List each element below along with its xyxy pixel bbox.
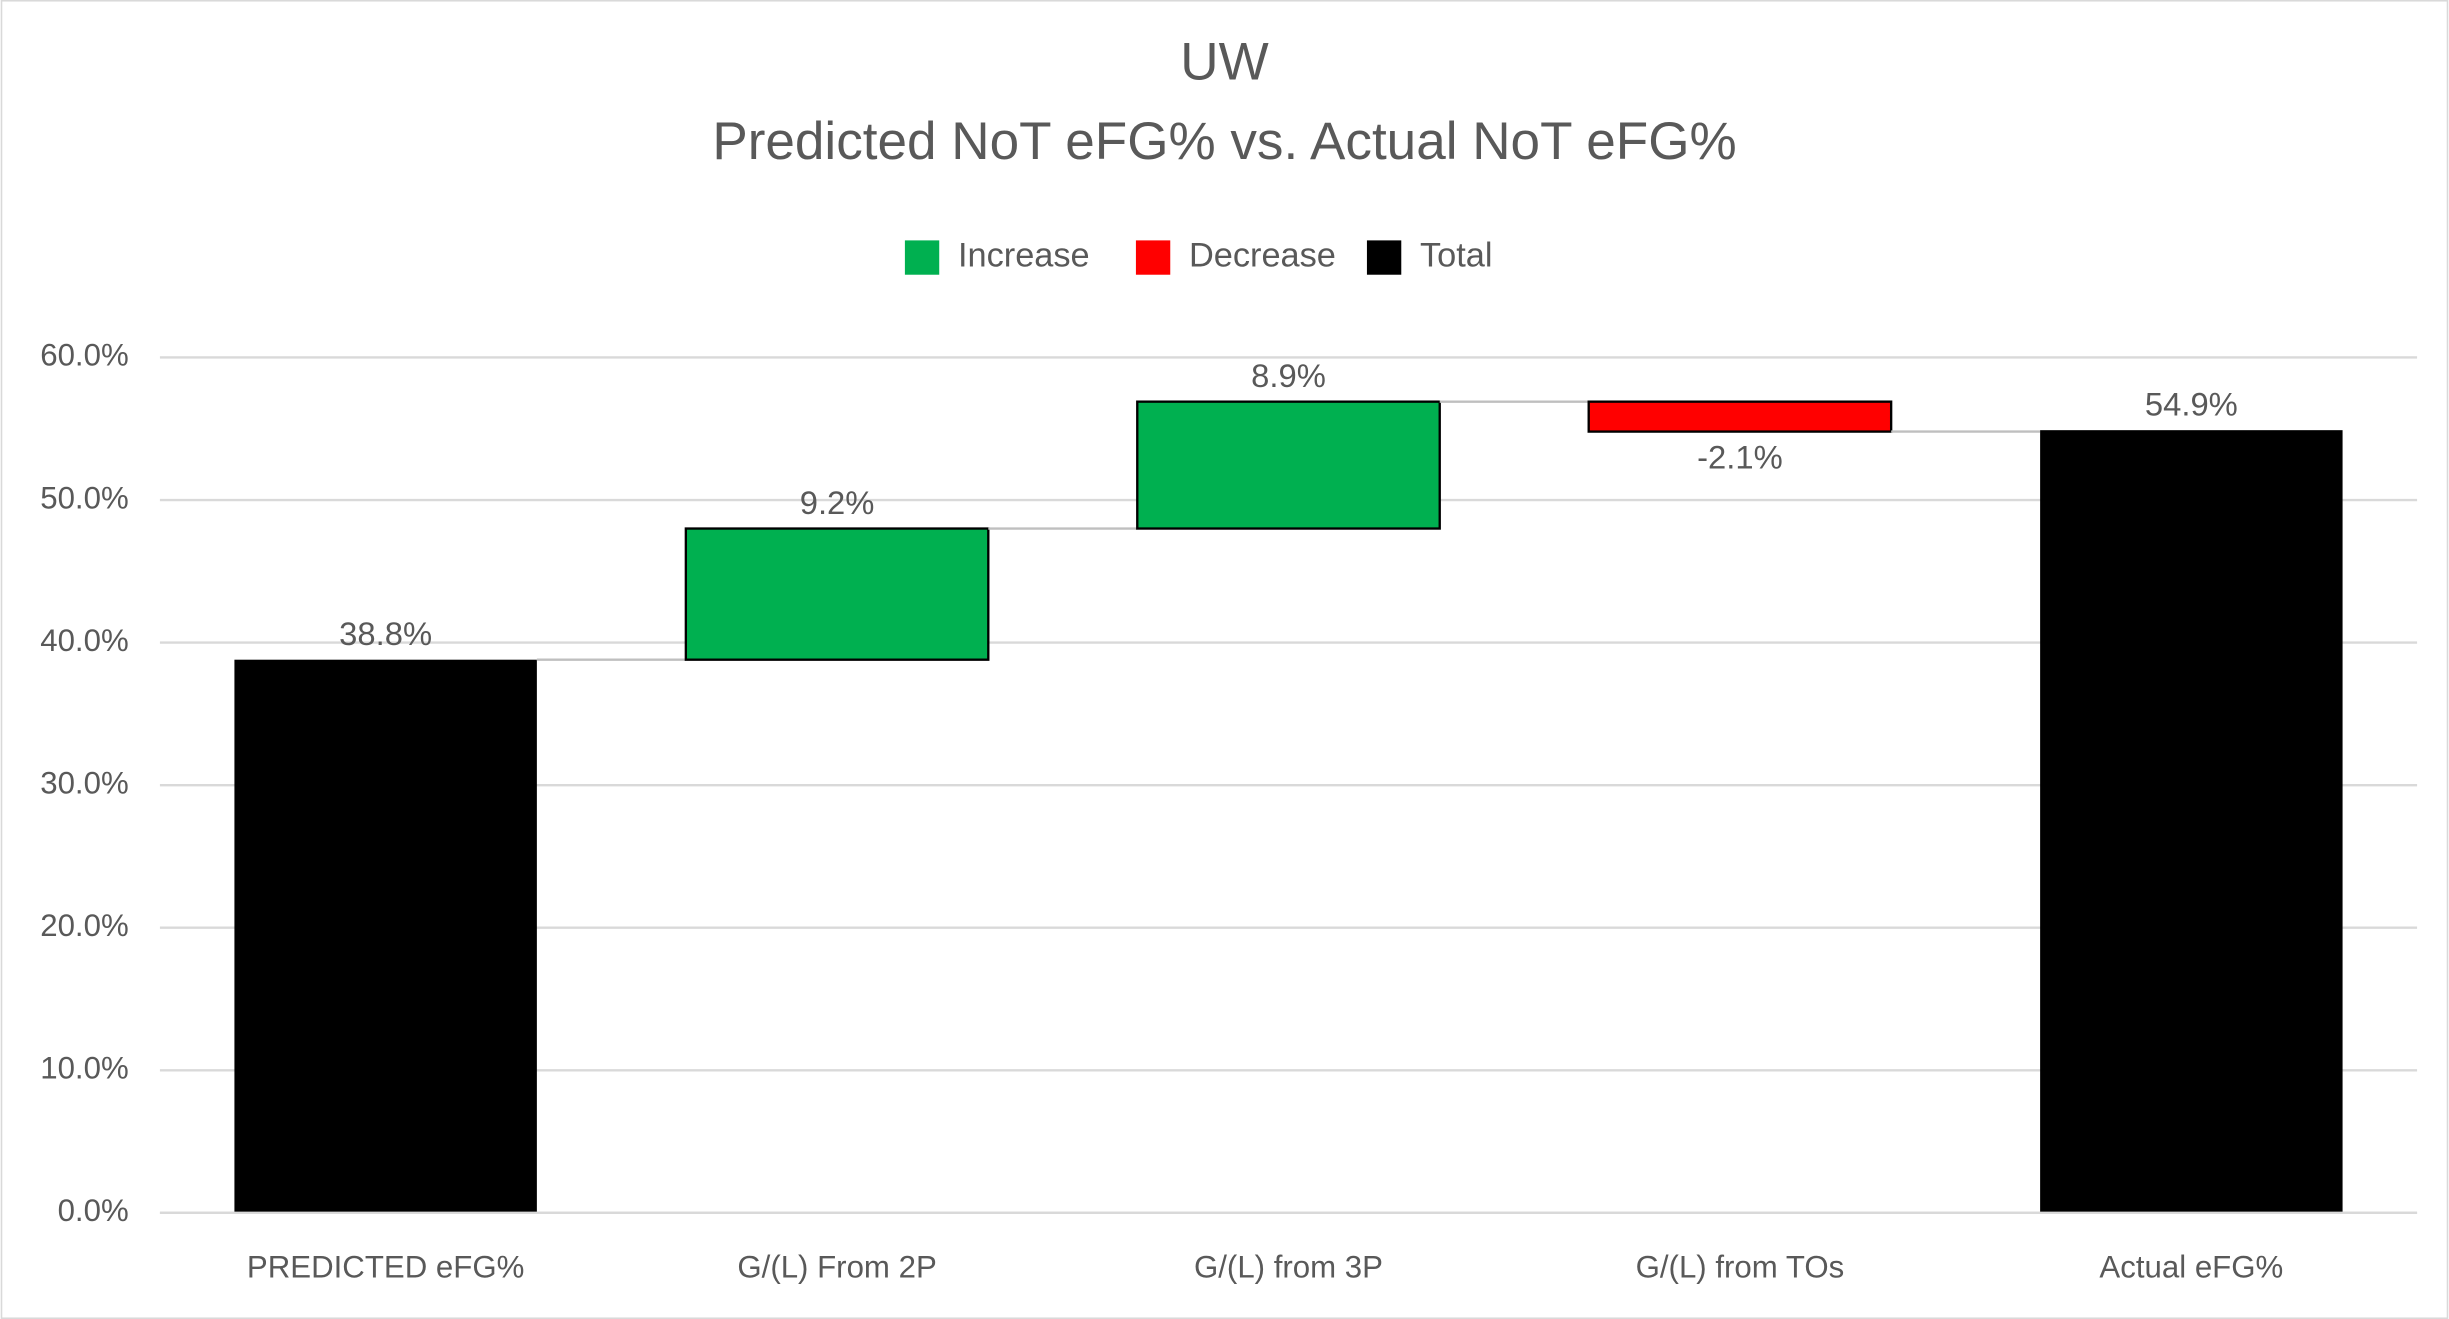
x-tick-label: G/(L) From 2P: [737, 1249, 936, 1284]
y-tick-label: 40.0%: [40, 623, 128, 658]
y-tick-label: 10.0%: [40, 1051, 128, 1086]
bar: [1136, 400, 1441, 530]
bar: [684, 527, 990, 661]
data-label: 54.9%: [2145, 385, 2238, 422]
bar: [234, 659, 537, 1213]
data-label: 38.8%: [339, 615, 432, 652]
chart-subtitle: Predicted NoT eFG% vs. Actual NoT eFG%: [712, 112, 1736, 171]
x-tick-label: Actual eFG%: [2099, 1249, 2283, 1284]
bar: [2040, 430, 2343, 1213]
legend-swatch: [1366, 240, 1402, 275]
x-tick-label: PREDICTED eFG%: [247, 1249, 524, 1284]
y-tick-label: 0.0%: [58, 1193, 129, 1228]
bar: [1587, 400, 1893, 433]
chart-title: UW: [1180, 33, 1268, 92]
legend-label: Increase: [958, 237, 1090, 275]
y-tick-label: 30.0%: [40, 765, 128, 800]
legend-swatch: [904, 240, 940, 275]
legend-label: Total: [1420, 237, 1493, 275]
y-tick-label: 20.0%: [40, 908, 128, 943]
x-tick-label: G/(L) from TOs: [1636, 1249, 1845, 1284]
data-label: -2.1%: [1697, 438, 1783, 475]
data-label: 9.2%: [800, 484, 875, 521]
data-label: 8.9%: [1251, 357, 1326, 394]
x-tick-label: G/(L) from 3P: [1194, 1249, 1383, 1284]
legend-swatch: [1135, 240, 1171, 275]
y-tick-label: 60.0%: [40, 338, 128, 373]
legend-label: Decrease: [1189, 237, 1336, 275]
y-tick-label: 50.0%: [40, 480, 128, 515]
